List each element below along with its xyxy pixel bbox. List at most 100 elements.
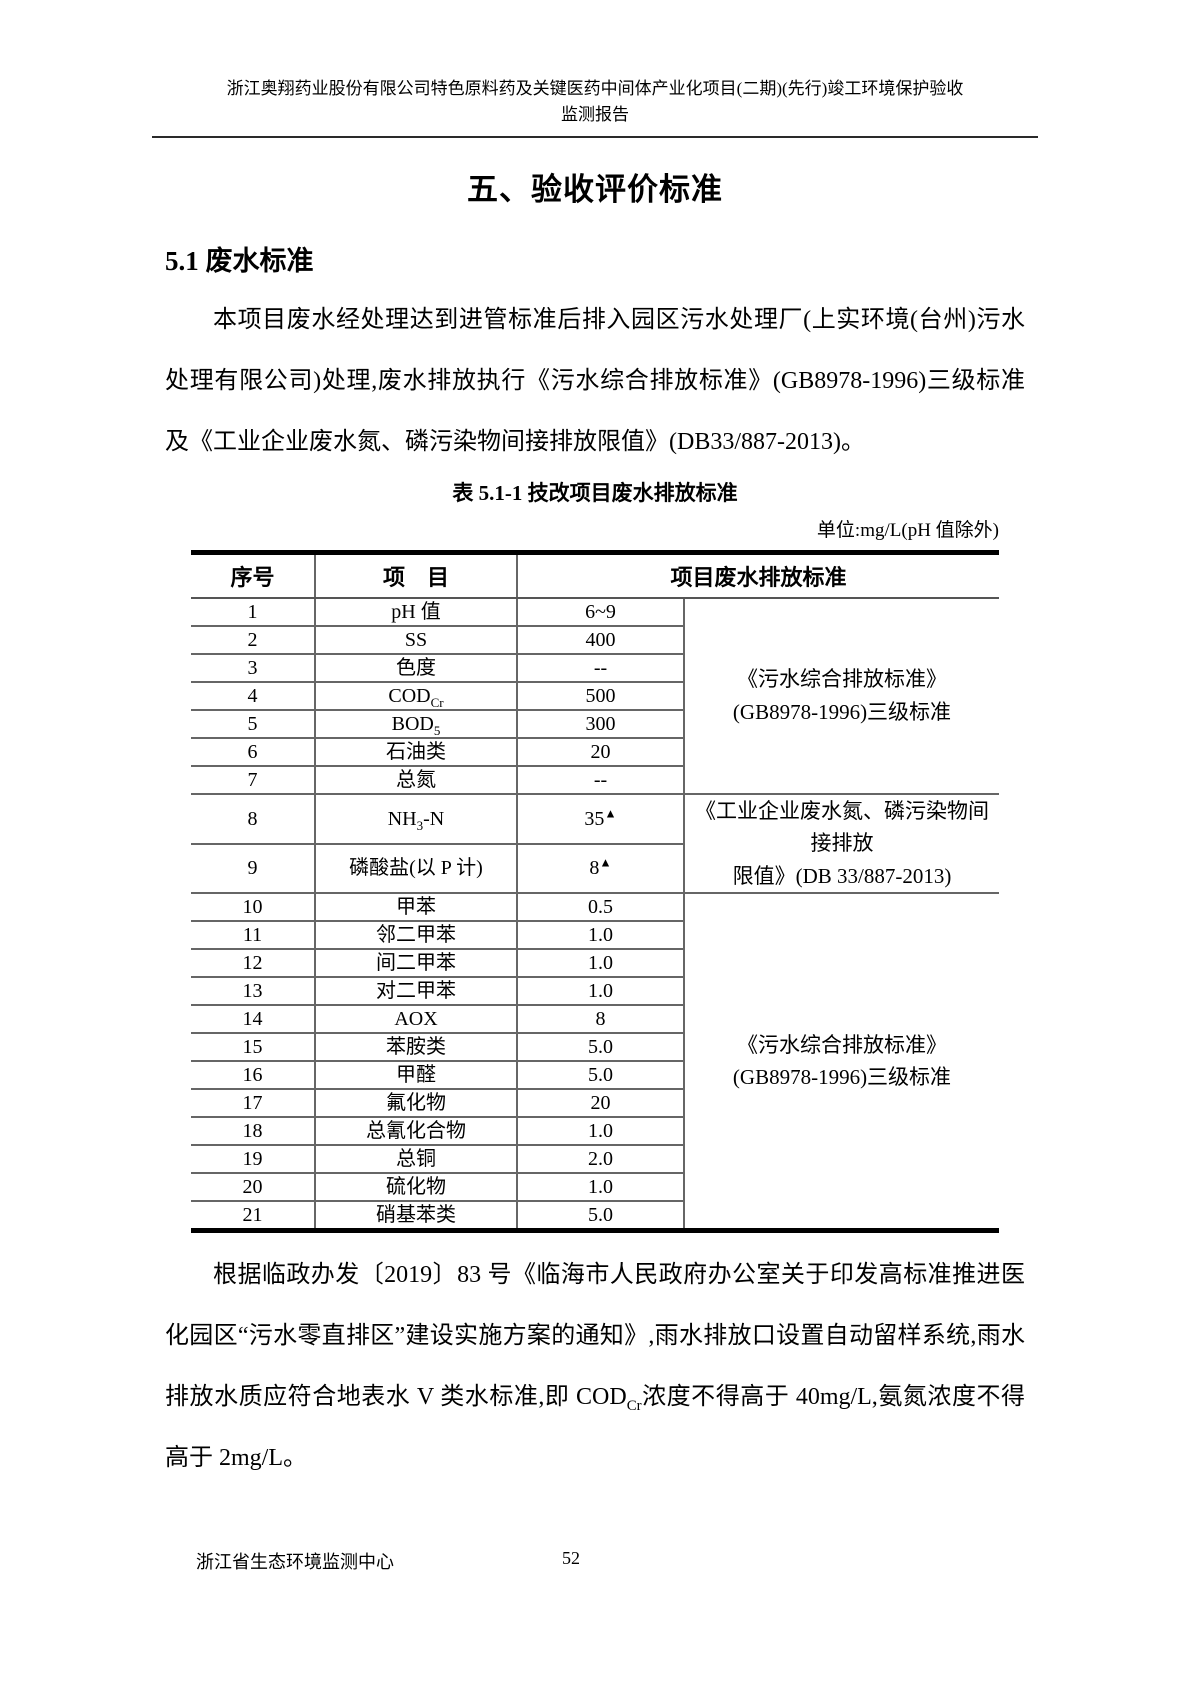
pollutant-name-cell: 氟化物	[313, 1088, 517, 1118]
table-row: 7 总氮 --	[190, 764, 999, 794]
paragraph-text-segment: 根据临政办发〔2019〕83 号《临海市人民政府办公室关于印发高标准推进医化园区…	[165, 1262, 1025, 1411]
row-number-cell: 13	[190, 976, 315, 1006]
row-number-cell: 3	[190, 652, 315, 682]
header-title-line2: 监测报告	[561, 105, 629, 125]
limit-value-cell: 8	[515, 1004, 684, 1034]
paragraph-wastewater-intro: 本项目废水经处理达到进管标准后排入园区污水处理厂(上实环境(台州)污水处理有限公…	[165, 306, 1025, 455]
limit-value-cell: 1.0	[515, 948, 684, 978]
limit-value-cell: --	[515, 652, 684, 682]
pollutant-name-cell: 对二甲苯	[313, 976, 517, 1006]
row-number-cell: 19	[190, 1144, 315, 1174]
row-number-cell: 6	[190, 736, 315, 766]
header-cell-no: 序号	[190, 552, 315, 599]
pollutant-name-cell: 硝基苯类	[313, 1200, 517, 1231]
pollutant-name-cell: 色度	[313, 652, 517, 682]
table-caption: 表 5.1-1 技改项目废水排放标准	[452, 480, 738, 505]
pollutant-name-cell: 硫化物	[313, 1172, 517, 1202]
limit-value-cell: 500	[515, 680, 684, 710]
row-number-cell: 18	[190, 1116, 315, 1146]
pollutant-name-cell: 磷酸盐(以 P 计)	[313, 842, 517, 894]
limit-value-cell: 6~9	[515, 596, 684, 626]
wastewater-table-body: 1 pH 值 6~9 《污水综合排放标准》 (GB8978-1996)三级标准 2 SS 40…	[190, 596, 999, 1231]
table-row: 17 氟化物 20	[190, 1088, 999, 1118]
pollutant-name-cell: CODCr	[313, 680, 517, 710]
footer-organization: 浙江省生态环境监测中心	[196, 1552, 394, 1572]
pollutant-name-cell: 总铜	[313, 1144, 517, 1174]
row-number-cell: 21	[190, 1200, 315, 1231]
limit-value-cell: 2.0	[515, 1144, 684, 1174]
table-row: 1 pH 值 6~9 《污水综合排放标准》 (GB8978-1996)三级标准	[190, 596, 999, 794]
page-content: 5.1 废水标准 本项目废水经处理达到进管标准后排入园区污水处理厂(上实环境(台…	[165, 239, 1025, 1490]
table-row: 21 硝基苯类 5.0	[190, 1200, 999, 1231]
pollutant-name-cell: pH 值	[313, 596, 517, 626]
table-row: 19 总铜 2.0	[190, 1144, 999, 1174]
pollutant-name-cell: NH3-N	[313, 792, 517, 844]
paragraph-rainwater-requirement: 根据临政办发〔2019〕83 号《临海市人民政府办公室关于印发高标准推进医化园区…	[165, 1245, 1025, 1489]
header-cell-standard: 项目废水排放标准	[515, 552, 999, 599]
row-number-cell: 1	[190, 596, 315, 626]
standard-reference-cell: 《污水综合排放标准》 (GB8978-1996)三级标准	[682, 892, 999, 1231]
table-row: 6 石油类 20	[190, 736, 999, 766]
table-row: 18 总氰化合物 1.0	[190, 1116, 999, 1146]
limit-value-cell: 300	[515, 708, 684, 738]
limit-value-cell: 1.0	[515, 1116, 684, 1146]
limit-value-cell: 1.0	[515, 920, 684, 950]
limit-value-cell: 0.5	[515, 892, 684, 922]
pollutant-name-cell: BOD5	[313, 708, 517, 738]
pollutant-name-cell: 石油类	[313, 736, 517, 766]
pollutant-name-cell: 邻二甲苯	[313, 920, 517, 950]
limit-value-cell: 400	[515, 624, 684, 654]
row-number-cell: 12	[190, 948, 315, 978]
table-row: 13 对二甲苯 1.0	[190, 976, 999, 1006]
cod-subscript: Cr	[626, 1398, 642, 1415]
pollutant-name-cell: SS	[313, 624, 517, 654]
row-number-cell: 11	[190, 920, 315, 950]
limit-value-cell: 35▲	[515, 792, 684, 844]
limit-value-cell: 5.0	[515, 1060, 684, 1090]
limit-value-cell: 1.0	[515, 1172, 684, 1202]
pollutant-name-cell: 甲醛	[313, 1060, 517, 1090]
standard-reference-cell: 《工业企业废水氮、磷污染物间接排放 限值》(DB 33/887-2013)	[682, 792, 999, 894]
table-row: 15 苯胺类 5.0	[190, 1032, 999, 1062]
row-number-cell: 17	[190, 1088, 315, 1118]
paragraph-text-segment: 浓度不得高于 40mg/L,氨氮浓度不得高于 2mg/L。	[165, 1384, 1026, 1472]
row-number-cell: 2	[190, 624, 315, 654]
document-header: 浙江奥翔药业股份有限公司特色原料药及关键医药中间体产业化项目(二期)(先行)竣工…	[152, 0, 1038, 138]
pollutant-name-cell: 甲苯	[313, 892, 517, 922]
table-header-row: 序号 项 目 项目废水排放标准	[190, 552, 999, 599]
limit-value-cell: 5.0	[515, 1032, 684, 1062]
row-number-cell: 5	[190, 708, 315, 738]
limit-value-cell: 1.0	[515, 976, 684, 1006]
pollutant-name-cell: 苯胺类	[313, 1032, 517, 1062]
limit-value-cell: 8▲	[515, 842, 684, 894]
row-number-cell: 14	[190, 1004, 315, 1034]
table-row: 4 CODCr 500	[190, 680, 999, 710]
row-number-cell: 4	[190, 680, 315, 710]
pollutant-name-cell: 间二甲苯	[313, 948, 517, 978]
table-row: 2 SS 400	[190, 624, 999, 654]
pollutant-name-cell: 总氰化合物	[313, 1116, 517, 1146]
table-row: 9 磷酸盐(以 P 计) 8▲	[190, 842, 999, 894]
page-number: 52	[562, 1548, 580, 1568]
wastewater-standards-table: 序号 项 目 项目废水排放标准 1 pH 值 6~9 《污水综合排放标准》 (GB897…	[190, 549, 999, 1234]
header-cell-item: 项 目	[313, 552, 517, 599]
chapter-title: 五、验收评价标准	[467, 171, 723, 207]
limit-value-cell: --	[515, 764, 684, 794]
pollutant-name-cell: 总氮	[313, 764, 517, 794]
limit-value-cell: 20	[515, 1088, 684, 1118]
table-row: 11 邻二甲苯 1.0	[190, 920, 999, 950]
table-row: 16 甲醛 5.0	[190, 1060, 999, 1090]
table-row: 20 硫化物 1.0	[190, 1172, 999, 1202]
row-number-cell: 16	[190, 1060, 315, 1090]
table-row: 8 NH3-N 35▲ 《工业企业废水氮、磷污染物间接排放 限值》(DB 33/887-…	[190, 792, 999, 894]
row-number-cell: 15	[190, 1032, 315, 1062]
section-heading: 5.1 废水标准	[165, 245, 314, 276]
row-number-cell: 8	[190, 792, 315, 844]
table-row: 5 BOD5 300	[190, 708, 999, 738]
row-number-cell: 20	[190, 1172, 315, 1202]
limit-value-cell: 5.0	[515, 1200, 684, 1231]
table-row: 14 AOX 8	[190, 1004, 999, 1034]
pollutant-name-cell: AOX	[313, 1004, 517, 1034]
table-row: 3 色度 --	[190, 652, 999, 682]
table-row: 10 甲苯 0.5 《污水综合排放标准》 (GB8978-1996)三级标准	[190, 892, 999, 1231]
